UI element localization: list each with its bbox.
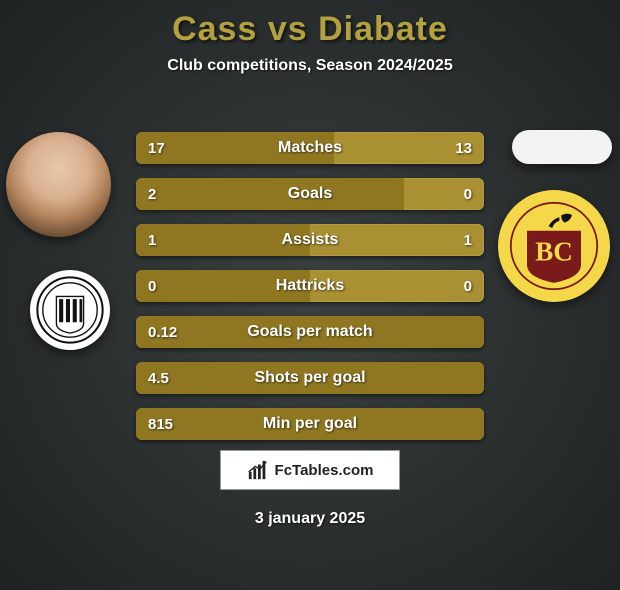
- fctables-watermark: FcTables.com: [220, 450, 400, 490]
- stat-row-goals: 2Goals0: [136, 178, 484, 210]
- player-left-avatar: [6, 132, 111, 237]
- player-right-avatar: [512, 130, 612, 164]
- club-left-badge: [30, 270, 110, 350]
- stat-label: Hattricks: [136, 277, 484, 295]
- stat-row-min-per-goal: 815Min per goal: [136, 408, 484, 440]
- stat-label: Goals: [136, 185, 484, 203]
- stat-right-value: 1: [464, 232, 472, 249]
- stat-right-value: 0: [464, 278, 472, 295]
- bradford-crest-icon: BC: [509, 201, 599, 291]
- stat-row-hattricks: 0Hattricks0: [136, 270, 484, 302]
- stat-label: Min per goal: [136, 415, 484, 433]
- stat-row-shots-per-goal: 4.5Shots per goal: [136, 362, 484, 394]
- date-text: 3 january 2025: [0, 510, 620, 528]
- stat-row-matches: 17Matches13: [136, 132, 484, 164]
- stat-right-value: 0: [464, 186, 472, 203]
- stats-bars: 17Matches132Goals01Assists10Hattricks00.…: [136, 132, 484, 454]
- club-right-badge: BC: [498, 190, 610, 302]
- svg-text:BC: BC: [535, 236, 573, 266]
- stat-row-assists: 1Assists1: [136, 224, 484, 256]
- subtitle: Club competitions, Season 2024/2025: [0, 57, 620, 75]
- chart-icon: [247, 459, 269, 481]
- stat-label: Assists: [136, 231, 484, 249]
- grimsby-crest-icon: [36, 276, 104, 344]
- fctables-text: FcTables.com: [275, 462, 374, 479]
- stat-right-value: 13: [455, 140, 472, 157]
- stat-label: Matches: [136, 139, 484, 157]
- stat-label: Goals per match: [136, 323, 484, 341]
- page-title: Cass vs Diabate: [0, 10, 620, 49]
- stat-row-goals-per-match: 0.12Goals per match: [136, 316, 484, 348]
- stat-label: Shots per goal: [136, 369, 484, 387]
